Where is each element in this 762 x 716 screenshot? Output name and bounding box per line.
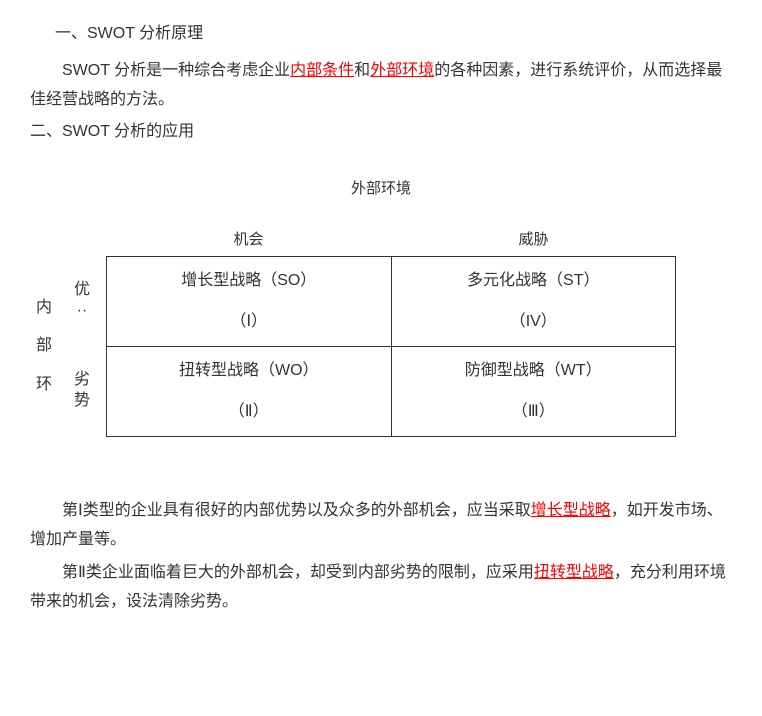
row-label-strength: 优 ··	[58, 256, 106, 346]
cell-wt-num: （Ⅲ）	[392, 398, 676, 427]
swot-table: 增长型战略（SO） （Ⅰ） 多元化战略（ST） （IV） 扭转型战略（WO） （…	[106, 256, 676, 437]
cell-so-title: 增长型战略（SO）	[107, 267, 391, 296]
swot-matrix: 内 部 环 优 ·· 劣 势 机会 威胁 增长型战略（SO） （Ⅰ） 多元化战略…	[30, 226, 732, 437]
row1-char2: ··	[77, 301, 88, 322]
cell-st-num: （IV）	[392, 308, 676, 337]
side-label-rows: 优 ·· 劣 势	[58, 226, 106, 437]
intro-paragraph: SWOT 分析是一种综合考虑企业内部条件和外部环境的各种因素，进行系统评价，从而…	[30, 57, 732, 115]
type2-keyword: 扭转型战略	[534, 564, 614, 581]
side-char-1: 内	[36, 289, 52, 327]
section-2-heading: 二、SWOT 分析的应用	[30, 118, 732, 147]
section-1-heading: 一、SWOT 分析原理	[55, 20, 732, 49]
intro-keyword-1: 内部条件	[290, 62, 354, 79]
type1-text-a: 第Ⅰ类型的企业具有很好的内部优势以及众多的外部机会，应当采取	[62, 502, 531, 519]
cell-wo: 扭转型战略（WO） （Ⅱ）	[107, 347, 392, 437]
table-top-label: 外部环境	[30, 175, 732, 202]
row1-char1: 优	[74, 280, 90, 301]
row2-char1: 劣	[74, 370, 90, 391]
side-char-3: 环	[36, 366, 52, 404]
type1-paragraph: 第Ⅰ类型的企业具有很好的内部优势以及众多的外部机会，应当采取增长型战略，如开发市…	[30, 497, 732, 555]
type1-keyword: 增长型战略	[531, 502, 611, 519]
intro-keyword-2: 外部环境	[370, 62, 434, 79]
side-char-2: 部	[36, 327, 52, 365]
row2-char2: 势	[74, 391, 90, 412]
col-header-threat: 威胁	[391, 226, 676, 256]
column-headers: 机会 威胁	[106, 226, 676, 256]
cell-st: 多元化战略（ST） （IV）	[391, 257, 676, 347]
cell-wt-title: 防御型战略（WT）	[392, 357, 676, 386]
type2-text-a: 第Ⅱ类企业面临着巨大的外部机会，却受到内部劣势的限制，应采用	[62, 564, 534, 581]
col-header-opportunity: 机会	[106, 226, 391, 256]
cell-so-num: （Ⅰ）	[107, 308, 391, 337]
intro-text-b: 和	[354, 62, 370, 79]
type2-paragraph: 第Ⅱ类企业面临着巨大的外部机会，却受到内部劣势的限制，应采用扭转型战略，充分利用…	[30, 559, 732, 617]
swot-table-main: 机会 威胁 增长型战略（SO） （Ⅰ） 多元化战略（ST） （IV） 扭转型战略…	[106, 226, 676, 437]
cell-wo-num: （Ⅱ）	[107, 398, 391, 427]
cell-wt: 防御型战略（WT） （Ⅲ）	[391, 347, 676, 437]
cell-wo-title: 扭转型战略（WO）	[107, 357, 391, 386]
cell-so: 增长型战略（SO） （Ⅰ）	[107, 257, 392, 347]
cell-st-title: 多元化战略（ST）	[392, 267, 676, 296]
side-label-internal-env: 内 部 环	[30, 226, 58, 437]
row-label-weakness: 劣 势	[58, 346, 106, 436]
intro-text-a: SWOT 分析是一种综合考虑企业	[62, 62, 290, 79]
